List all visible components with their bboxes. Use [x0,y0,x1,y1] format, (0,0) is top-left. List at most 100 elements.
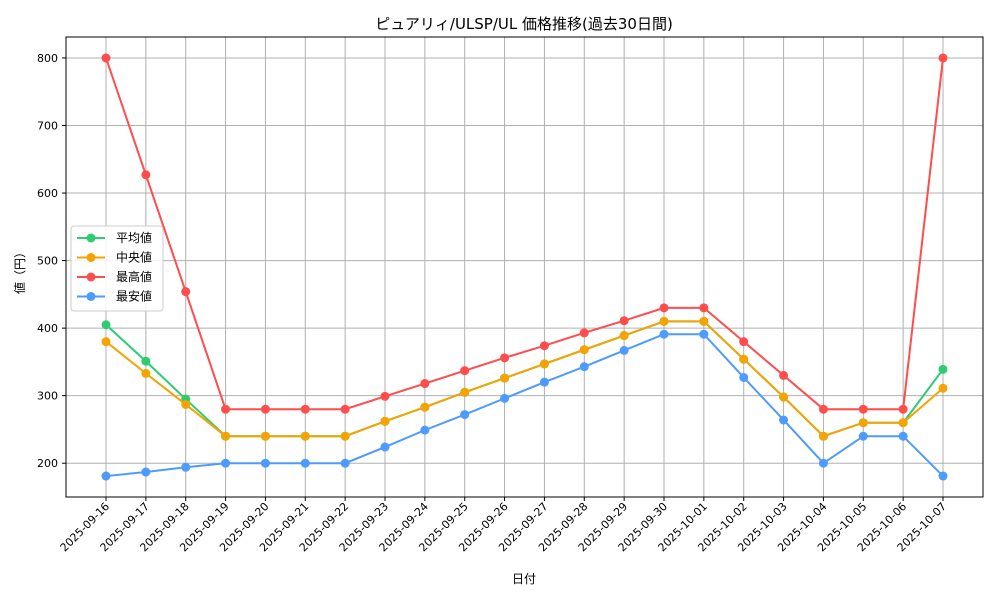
y-axis-label: 値（円） [12,246,27,294]
legend-label: 最安値 [116,289,152,304]
data-point [500,353,510,363]
data-point [101,471,111,481]
data-point [460,366,470,376]
data-point [619,316,629,326]
data-point [858,431,868,441]
legend-label: 平均値 [116,230,152,245]
data-point [260,458,270,468]
data-point [539,359,549,369]
data-point [460,410,470,420]
series-group [101,53,948,481]
data-point [539,341,549,351]
data-point [898,404,908,414]
data-point [938,471,948,481]
grid [66,37,983,497]
data-point [659,303,669,313]
data-point [818,431,828,441]
data-point [420,379,430,389]
data-point [818,458,828,468]
y-tick-label: 300 [37,390,58,403]
data-point [500,393,510,403]
data-point [260,431,270,441]
data-point [539,377,549,387]
data-point [699,316,709,326]
y-tick-label: 200 [37,457,58,470]
legend-marker [86,253,96,262]
data-point [141,467,151,477]
data-point [380,391,390,401]
data-point [500,373,510,383]
legend-marker [86,272,96,282]
data-point [101,53,111,63]
data-point [340,431,350,441]
series-line [105,320,944,438]
data-point [779,415,789,425]
data-point [579,328,589,338]
data-point [619,345,629,355]
data-point [898,431,908,441]
data-point [420,402,430,412]
series-3 [101,329,948,481]
series-2 [101,53,948,414]
data-point [938,53,948,63]
legend-box [70,225,164,312]
data-point [579,362,589,372]
data-point [101,337,111,347]
y-tick-label: 700 [37,119,58,132]
data-point [699,329,709,339]
series-line [105,320,944,438]
series-1 [101,316,948,441]
data-point [380,416,390,426]
data-point [340,404,350,414]
data-point [739,354,749,364]
data-point [779,392,789,402]
series-line [105,333,944,478]
data-point [420,425,430,435]
data-point [181,462,191,472]
chart-title: ピュアリィ/ULSP/UL 価格推移(過去30日間) [375,15,673,33]
plot-frame [65,36,984,498]
data-point [739,372,749,382]
data-point [818,404,828,414]
data-point [101,320,111,330]
legend-marker [86,292,96,301]
data-point [898,418,908,428]
y-tick-label: 400 [37,322,58,335]
y-tick-label: 800 [37,52,58,65]
data-point [938,383,948,393]
data-point [181,287,191,297]
data-point [221,431,231,441]
data-point [779,370,789,380]
series-0 [101,316,948,441]
data-point [858,404,868,414]
data-point [619,331,629,341]
data-point [460,387,470,397]
x-axis-label: 日付 [512,572,536,586]
legend-label: 中央値 [116,250,152,265]
data-point [659,329,669,339]
data-point [858,418,868,428]
data-point [340,458,350,468]
data-point [300,404,310,414]
data-point [300,431,310,441]
y-tick-label: 500 [37,255,58,268]
data-point [260,404,270,414]
data-point [659,316,669,326]
data-point [938,364,948,374]
data-point [300,458,310,468]
data-point [221,458,231,468]
data-point [181,399,191,409]
data-point [141,356,151,366]
data-point [739,337,749,347]
legend-marker [86,233,96,243]
data-point [221,404,231,414]
y-tick-label: 600 [37,187,58,200]
data-point [699,303,709,313]
data-point [141,368,151,378]
data-point [380,442,390,452]
data-point [141,170,151,180]
axes: 2025-09-162025-09-172025-09-182025-09-19… [37,52,949,554]
legend-label: 最高値 [116,269,152,284]
